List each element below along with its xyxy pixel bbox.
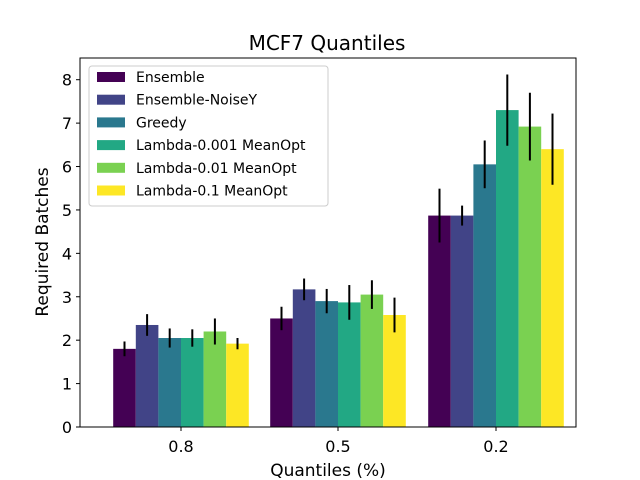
legend-swatch: [97, 140, 125, 151]
y-tick-label: 2: [62, 331, 72, 350]
y-tick-label: 4: [62, 244, 72, 263]
bar-lambda-0-1-meanopt-0_2: [541, 149, 564, 427]
y-tick-label: 6: [62, 158, 72, 177]
legend-swatch: [97, 185, 125, 196]
y-tick-label: 3: [62, 288, 72, 307]
legend-label: Greedy: [136, 115, 187, 131]
legend-box: [88, 65, 329, 207]
x-tick-label: 0.5: [325, 437, 350, 456]
bar-greedy-0_5: [315, 301, 338, 427]
bars-group: [113, 110, 564, 428]
y-tick-label: 8: [62, 71, 72, 90]
y-tick-label: 5: [62, 201, 72, 220]
bar-ensemble-noisey-0_2: [450, 215, 474, 427]
bar-greedy-0_8: [158, 338, 181, 427]
bar-lambda-0-001-meanopt-0_8: [181, 338, 204, 427]
legend-label: Ensemble-NoiseY: [136, 93, 258, 109]
bar-lambda-0-01-meanopt-0_2: [518, 126, 542, 427]
legend-swatch: [97, 162, 125, 173]
bar-greedy-0_2: [473, 164, 496, 428]
bar-ensemble-0_2: [428, 215, 451, 427]
bar-lambda-0-001-meanopt-0_2: [496, 110, 519, 427]
x-axis: 0.8 0.5 0.2: [168, 427, 509, 456]
y-axis-label: Required Batches: [33, 167, 53, 316]
bar-ensemble-0_8: [113, 348, 136, 427]
error-bars-group: [123, 74, 554, 357]
bar-lambda-0-1-meanopt-0_8: [226, 343, 249, 427]
legend-label: Lambda-0.1 MeanOpt: [136, 184, 288, 200]
x-tick-label: 0.2: [483, 437, 508, 456]
bar-ensemble-0_5: [270, 318, 293, 427]
x-tick-label: 0.8: [168, 437, 193, 456]
bar-lambda-0-001-meanopt-0_5: [338, 302, 361, 427]
plot-frame: [79, 57, 577, 428]
y-axis: 0 1 2 3 4 5 6 7 8: [62, 71, 80, 437]
legend-swatch: [97, 117, 125, 128]
legend-swatch: [97, 94, 125, 105]
bar-ensemble-noisey-0_5: [292, 289, 316, 427]
legend: Ensemble Ensemble-NoiseY Greedy Lambda-0.00…: [88, 65, 329, 207]
legend-swatch: [97, 72, 125, 82]
legend-label: Lambda-0.001 MeanOpt: [136, 138, 306, 154]
bar-lambda-0-1-meanopt-0_5: [383, 315, 406, 427]
bar-lambda-0-01-meanopt-0_8: [203, 331, 227, 427]
legend-label: Ensemble: [136, 70, 205, 86]
legend-label: Lambda-0.01 MeanOpt: [136, 161, 297, 177]
bar-ensemble-noisey-0_8: [135, 324, 159, 427]
bar-lambda-0-01-meanopt-0_5: [360, 294, 384, 427]
y-tick-label: 7: [62, 114, 72, 133]
y-tick-label: 0: [62, 418, 72, 437]
chart-title: MCF7 Quantiles: [249, 31, 406, 55]
y-tick-label: 1: [62, 375, 72, 394]
x-axis-label: Quantiles (%): [270, 461, 386, 480]
